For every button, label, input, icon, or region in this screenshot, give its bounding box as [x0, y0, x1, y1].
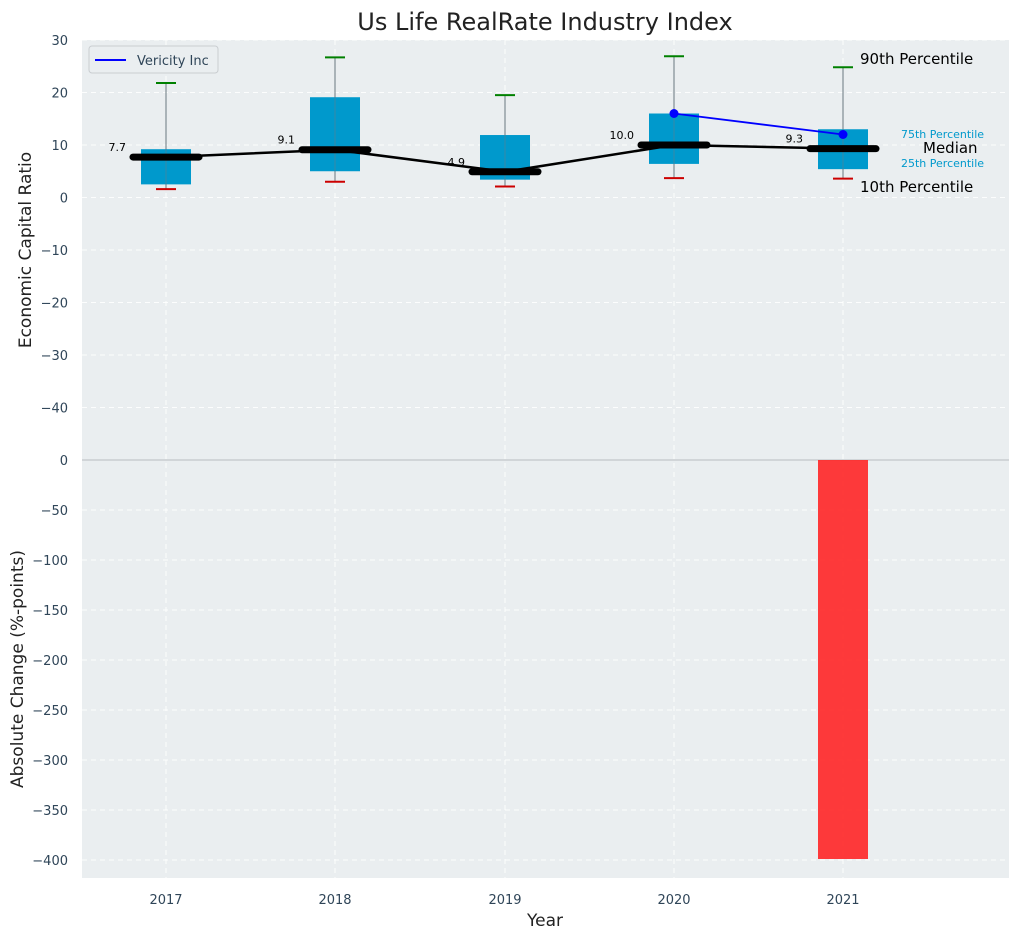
top-y-tick-label: 20 — [51, 87, 68, 102]
median-value-label: 7.7 — [109, 141, 127, 154]
median-line-group: 7.7 9.1 4.9 10.0 9.3 — [109, 129, 880, 176]
top-y-tick-label: −30 — [41, 349, 68, 364]
x-tick-label: 2017 — [149, 893, 182, 908]
bottom-plot-background — [82, 460, 1009, 878]
median-value-label: 10.0 — [610, 129, 635, 142]
change-bars — [818, 460, 868, 859]
top-y-axis-label: Economic Capital Ratio — [16, 152, 36, 348]
legend-label: Vericity Inc — [137, 54, 209, 69]
bottom-y-tick-label: −50 — [41, 504, 68, 519]
vericity-series — [669, 109, 848, 139]
top-y-tick-label: 10 — [51, 139, 68, 154]
bottom-y-tick-label: −150 — [32, 604, 68, 619]
annotation-p90: 90th Percentile — [860, 50, 973, 68]
top-y-tick-labels: 30 20 10 0 −10 −20 −30 −40 — [41, 34, 68, 417]
top-y-tick-label: 30 — [51, 34, 68, 49]
annotation-p10: 10th Percentile — [860, 178, 973, 196]
x-tick-label: 2020 — [657, 893, 690, 908]
annotation-p75: 75th Percentile — [901, 128, 984, 141]
vericity-point — [669, 109, 679, 118]
top-y-tick-label: −40 — [41, 402, 68, 417]
vericity-line — [673, 112, 844, 136]
x-tick-label: 2018 — [318, 893, 351, 908]
percentile-boxes — [141, 55, 868, 191]
bottom-y-tick-labels: 0 −50 −100 −150 −200 −250 −300 −350 −400 — [32, 454, 68, 869]
median-value-label: 9.1 — [278, 134, 296, 147]
bottom-y-tick-label: −100 — [32, 554, 68, 569]
bottom-y-axis-label: Absolute Change (%-points) — [8, 550, 28, 788]
bottom-y-tick-label: −400 — [32, 854, 68, 869]
median-value-label: 9.3 — [786, 133, 804, 146]
change-bar — [818, 460, 868, 859]
vericity-point — [838, 130, 848, 139]
annotation-median: Median — [923, 139, 978, 157]
x-tick-labels: 2017 2018 2019 2020 2021 — [149, 893, 859, 908]
top-y-tick-label: −20 — [41, 297, 68, 312]
median-value-label: 4.9 — [448, 156, 466, 169]
bottom-y-tick-label: −200 — [32, 654, 68, 669]
bottom-y-tick-label: −300 — [32, 754, 68, 769]
top-y-tick-label: −10 — [41, 244, 68, 259]
top-y-tick-label: 0 — [60, 192, 68, 207]
legend-box — [88, 45, 219, 74]
bottom-y-tick-label: −250 — [32, 704, 68, 719]
top-gridlines — [82, 39, 1009, 408]
annotation-p25: 25th Percentile — [901, 157, 984, 170]
chart-title: Us Life RealRate Industry Index — [357, 8, 732, 36]
bottom-y-tick-label: −350 — [32, 804, 68, 819]
bottom-gridlines — [82, 509, 1009, 861]
x-tick-label: 2019 — [488, 893, 521, 908]
legend[interactable]: Vericity Inc — [88, 45, 219, 74]
x-tick-label: 2021 — [826, 893, 859, 908]
x-axis-label: Year — [526, 911, 563, 931]
bottom-y-tick-label: 0 — [60, 454, 68, 469]
